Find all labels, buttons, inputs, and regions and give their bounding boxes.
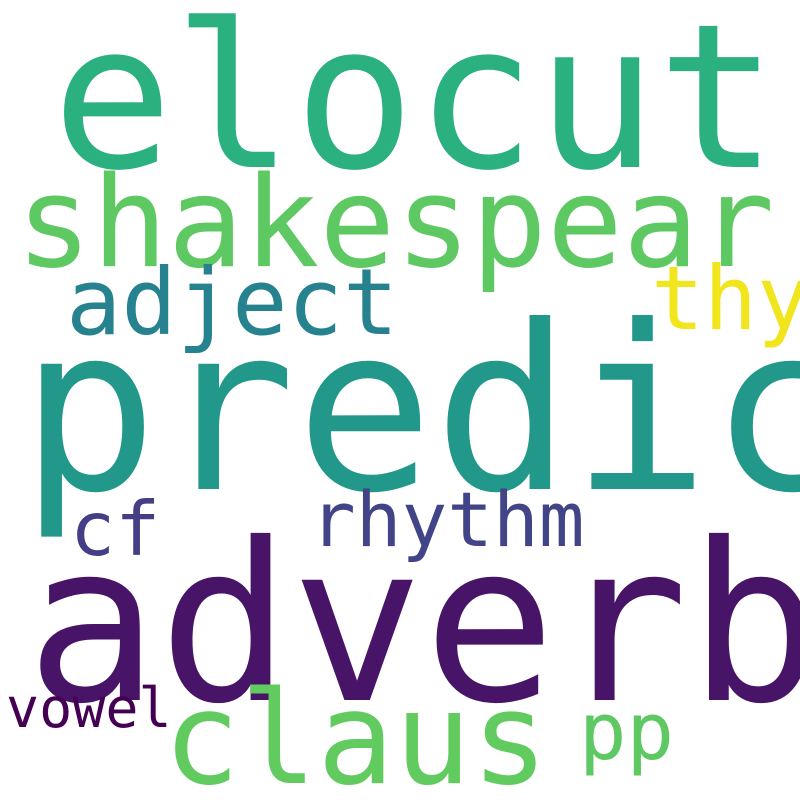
word-cf: cf xyxy=(70,485,161,573)
word-shakespear: shakespear xyxy=(16,149,775,296)
word-thy: thy xyxy=(651,247,800,350)
word-vowel: vowel xyxy=(6,676,172,740)
word-claus: claus xyxy=(163,665,549,800)
word-elocut: elocut xyxy=(52,0,779,215)
word-adverb: adverb xyxy=(26,496,800,752)
word-adject: adject xyxy=(66,249,399,356)
word-rhythm: rhythm xyxy=(310,475,585,564)
word-pp: pp xyxy=(579,686,675,778)
word-predic: predic xyxy=(20,277,800,544)
